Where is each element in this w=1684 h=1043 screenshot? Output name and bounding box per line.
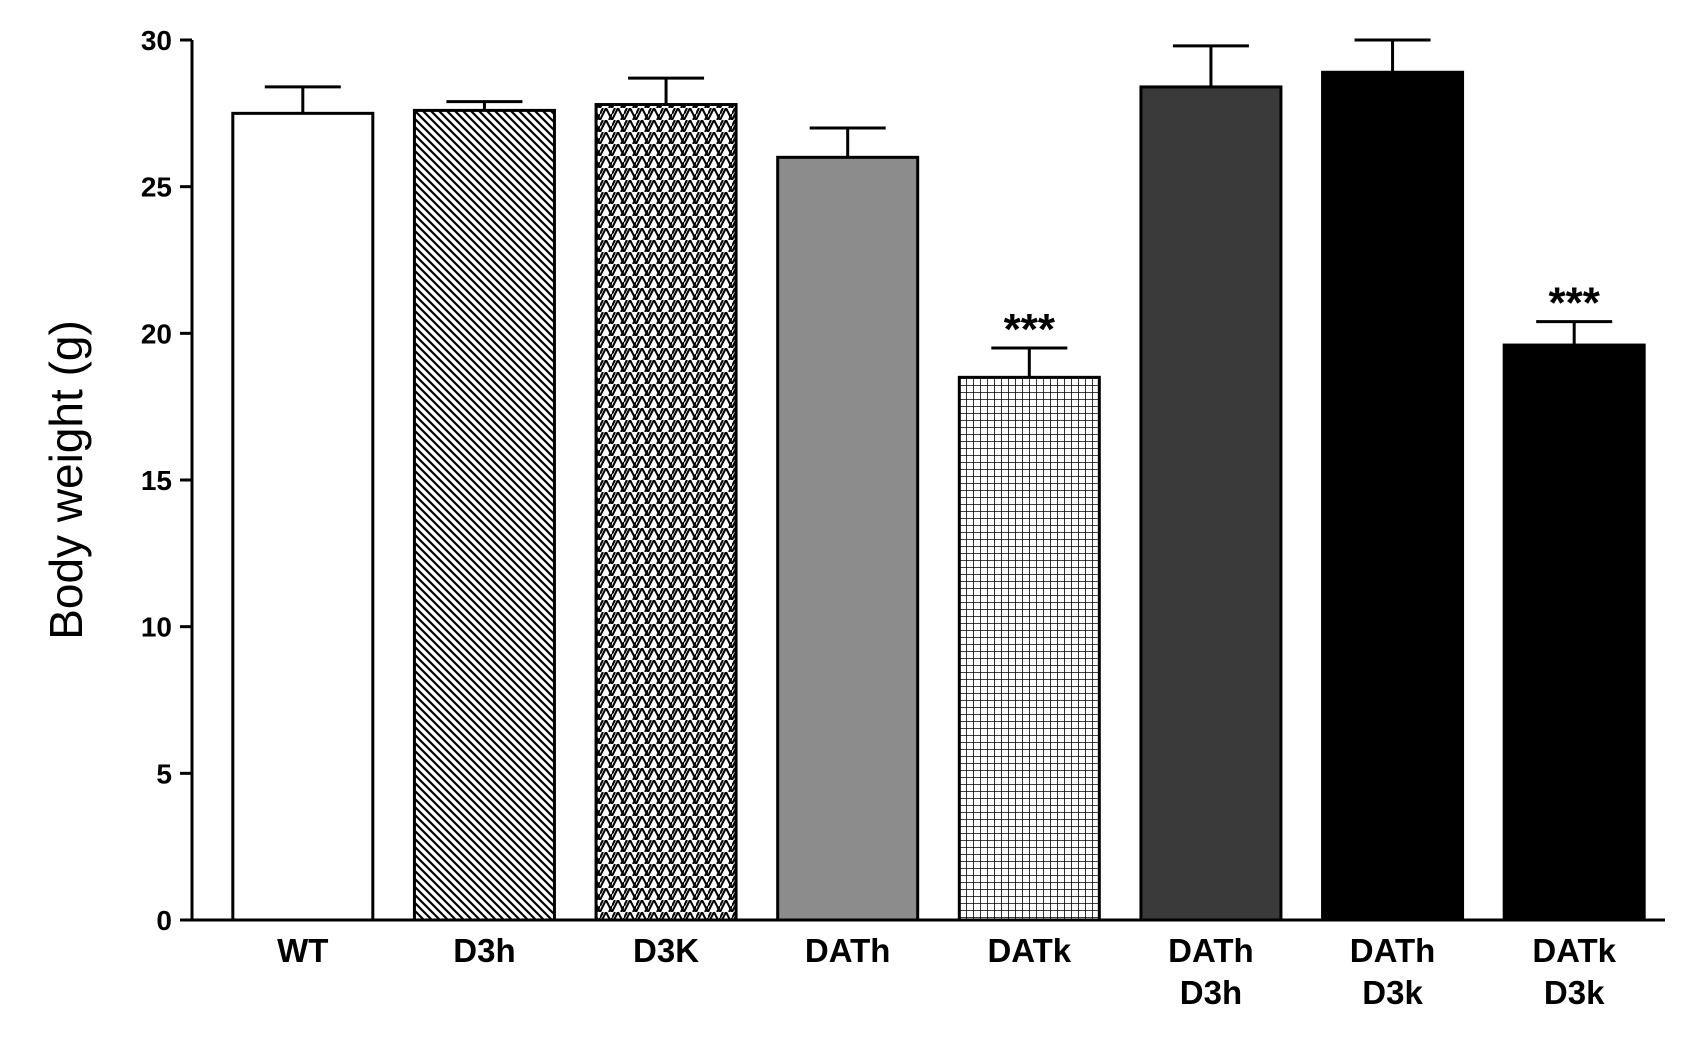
- category-label: DATh: [805, 932, 891, 969]
- y-tick-label: 0: [156, 905, 172, 936]
- category-label: DATk: [987, 932, 1071, 969]
- bar: [957, 375, 1101, 922]
- y-tick-label: 30: [141, 25, 172, 56]
- category-label: DATk: [1532, 932, 1616, 969]
- bars: [231, 38, 1646, 922]
- bar: [1321, 70, 1465, 922]
- bar: [231, 111, 375, 922]
- category-label: D3h: [1180, 974, 1242, 1011]
- labels: WT D3h D3K DATh DATk *** DATh D3h DATh D3k DATk D3k…: [277, 279, 1617, 1011]
- category-label: D3h: [453, 932, 515, 969]
- bar: [1139, 85, 1283, 922]
- y-tick-label: 25: [141, 172, 172, 203]
- category-label: D3K: [633, 932, 699, 969]
- category-label: D3k: [1544, 974, 1605, 1011]
- y-tick-label: 10: [141, 612, 172, 643]
- bar: [412, 108, 556, 922]
- y-axis-label: Body weight (g): [40, 320, 92, 640]
- y-tick-label: 15: [141, 465, 172, 496]
- significance-annotation: ***: [1549, 279, 1601, 328]
- bar: [776, 155, 920, 922]
- bar: [594, 103, 738, 922]
- bar: [1502, 343, 1646, 922]
- y-tick-label: 5: [156, 758, 172, 789]
- significance-annotation: ***: [1004, 305, 1056, 354]
- category-label: DATh: [1168, 932, 1254, 969]
- category-label: D3k: [1362, 974, 1423, 1011]
- category-label: WT: [277, 932, 328, 969]
- category-label: DATh: [1350, 932, 1436, 969]
- y-tick-label: 20: [141, 318, 172, 349]
